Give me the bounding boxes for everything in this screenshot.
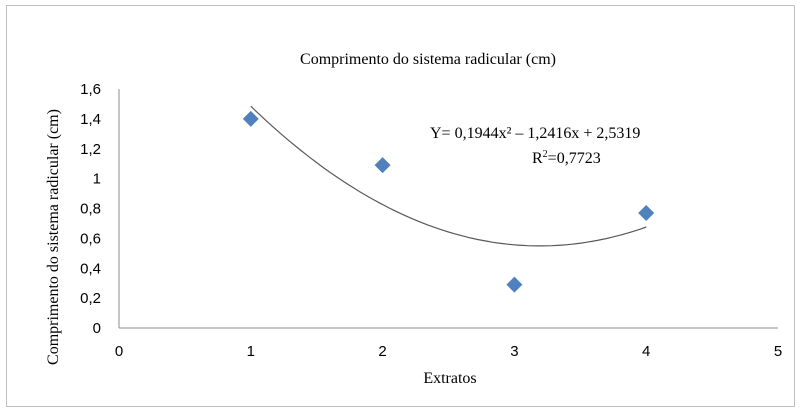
- r2-label: R2=0,7723: [532, 149, 601, 167]
- r2-superscript: 2: [543, 149, 548, 160]
- y-tick-label: 1,6: [80, 81, 101, 98]
- r2-prefix: R: [532, 150, 543, 167]
- y-tick-labels: 0 0,2 0,4 0,6 0,8 1 1,2 1,4 1,6: [80, 81, 101, 337]
- x-tick-label: 5: [774, 343, 782, 360]
- x-tick-label: 4: [642, 343, 650, 360]
- x-tick-label: 2: [378, 343, 386, 360]
- y-tick-label: 0: [93, 320, 101, 337]
- y-tick-label: 1,4: [80, 111, 101, 128]
- data-point: [242, 110, 259, 127]
- x-tick-label: 1: [247, 343, 255, 360]
- y-axis-label: Comprimento do sistema radicular (cm): [45, 109, 62, 365]
- x-tick-label: 3: [510, 343, 518, 360]
- y-tick-label: 0,6: [80, 230, 101, 247]
- y-tick-label: 1: [93, 171, 101, 188]
- x-tick-labels: 0 1 2 3 4 5: [115, 343, 782, 360]
- y-tick-label: 0,8: [80, 201, 101, 218]
- y-tick-label: 0,2: [80, 290, 101, 307]
- data-point: [638, 204, 655, 221]
- chart-frame: [6, 5, 795, 407]
- y-tick-label: 1,2: [80, 141, 101, 158]
- chart-title: Comprimento do sistema radicular (cm): [300, 51, 556, 68]
- data-points: [242, 110, 655, 293]
- r2-value: =0,7723: [548, 150, 601, 167]
- x-axis-label: Extratos: [423, 370, 476, 387]
- y-tick-label: 0,4: [80, 260, 101, 277]
- equation-label: Y= 0,1944x² – 1,2416x + 2,5319: [430, 125, 640, 142]
- x-tick-label: 0: [115, 343, 123, 360]
- data-point: [506, 276, 523, 293]
- trendline: [250, 105, 647, 247]
- data-point: [374, 157, 391, 174]
